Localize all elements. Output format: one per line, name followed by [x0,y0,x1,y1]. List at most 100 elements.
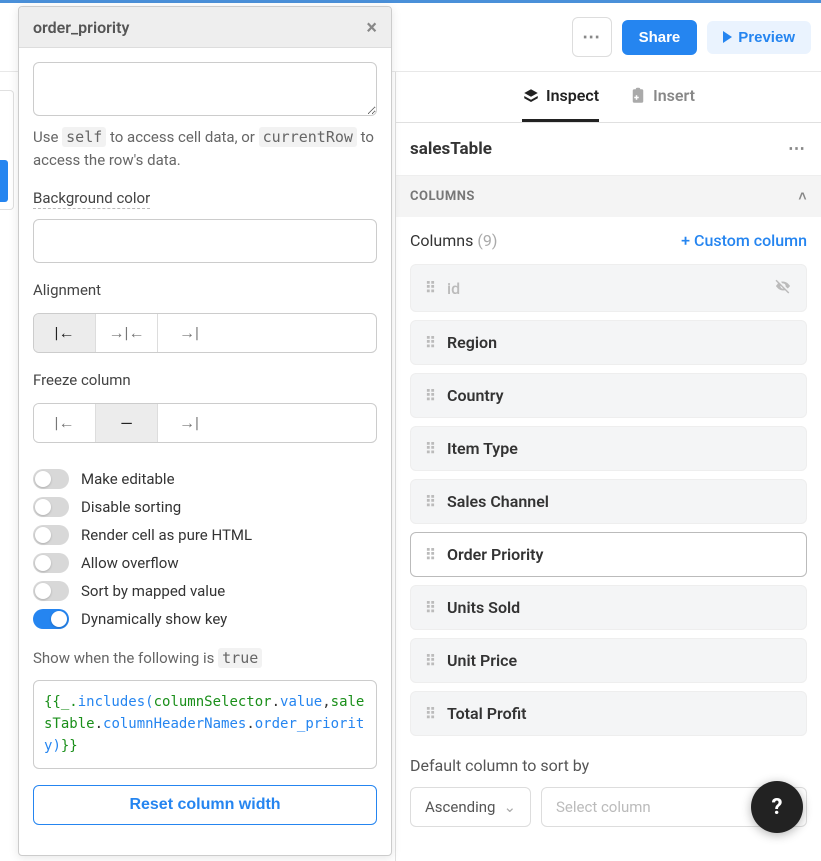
columns-title-row: Columns (9) + Custom column [410,231,807,250]
close-icon[interactable]: × [366,17,377,37]
help-bubble[interactable]: ? [751,781,803,833]
helper-mid: to access cell data, or [106,128,258,146]
component-name: salesTable [410,139,492,159]
toggle-dyn-show-key[interactable] [33,609,69,629]
eye-off-icon[interactable] [774,277,792,299]
column-row[interactable]: ⠿ Unit Price [410,638,807,683]
sort-direction-value: Ascending [425,798,495,816]
column-label: Units Sold [447,598,520,617]
chevron-down-icon: ⌄ [503,798,516,816]
default-sort-label: Default column to sort by [410,756,807,775]
toggle-disable-sorting-row: Disable sorting [33,497,377,517]
drag-handle-icon[interactable]: ⠿ [425,652,435,670]
preview-label: Preview [738,29,795,46]
more-button[interactable]: ⋯ [572,17,612,57]
column-label: Region [447,333,497,352]
toggle-dyn-show-key-label: Dynamically show key [81,610,227,628]
helper-pre: Use [33,128,62,146]
toggle-allow-overflow-label: Allow overflow [81,554,179,572]
sort-controls: Ascending ⌄ Select column ⌄ [410,787,807,827]
column-label: Total Profit [447,704,527,723]
column-label: Sales Channel [447,492,549,511]
toggle-allow-overflow-row: Allow overflow [33,553,377,573]
column-row[interactable]: ⠿ Total Profit [410,691,807,736]
toggle-render-html-label: Render cell as pure HTML [81,526,252,544]
clipboard-plus-icon [629,87,647,105]
show-when-label: Show when the following is true [33,647,377,670]
column-label: Unit Price [447,651,517,670]
column-row[interactable]: ⠿ Sales Channel [410,479,807,524]
toggle-render-html[interactable] [33,525,69,545]
freeze-left[interactable]: |← [34,404,96,442]
column-row[interactable]: ⠿ id [410,264,807,312]
toggle-disable-sorting-label: Disable sorting [81,498,181,516]
popover-header: order_priority × [19,7,391,48]
toggle-make-editable-row: Make editable [33,469,377,489]
freeze-label: Freeze column [33,371,377,389]
toggle-make-editable-label: Make editable [81,470,175,488]
add-custom-column[interactable]: + Custom column [681,231,807,250]
column-row[interactable]: ⠿ Country [410,373,807,418]
sort-column-placeholder: Select column [556,798,651,816]
columns-label: Columns (9) [410,231,497,250]
drag-handle-icon[interactable]: ⠿ [425,440,435,458]
tab-inspect[interactable]: Inspect [522,86,599,122]
inspector-panel: Inspect Insert salesTable ⋯ COLUMNS ˄ Co… [395,72,821,861]
component-menu-icon[interactable]: ⋯ [788,139,807,159]
show-when-expression[interactable]: {{_.includes(columnSelector.value,salesT… [33,680,377,769]
chevron-up-icon: ˄ [798,188,807,205]
toggle-render-html-row: Render cell as pure HTML [33,525,377,545]
toggle-sort-mapped-label: Sort by mapped value [81,582,225,600]
popover-title: order_priority [33,18,129,37]
toggle-sort-mapped[interactable] [33,581,69,601]
toggle-disable-sorting[interactable] [33,497,69,517]
column-label: Order Priority [447,545,543,564]
layers-icon [522,87,540,105]
freeze-segmented: |← — →| [33,403,377,443]
column-label: id [447,279,460,298]
freeze-right[interactable]: →| [158,404,220,442]
column-row[interactable]: ⠿ Units Sold [410,585,807,630]
reset-column-width[interactable]: Reset column width [33,785,377,825]
drag-handle-icon[interactable]: ⠿ [425,493,435,511]
drag-handle-icon[interactable]: ⠿ [425,705,435,723]
align-left[interactable]: |← [34,314,96,352]
popover-body: Use self to access cell data, or current… [19,48,391,855]
toggle-dyn-show-key-row: Dynamically show key [33,609,377,629]
column-row[interactable]: ⠿ Order Priority [410,532,807,577]
code-currentRow: currentRow [259,127,357,147]
column-label: Country [447,386,504,405]
align-center[interactable]: →|← [96,314,158,352]
columns-body: Columns (9) + Custom column ⠿ id ⠿ Region ⠿ C… [396,217,821,861]
toggle-sort-mapped-row: Sort by mapped value [33,581,377,601]
tab-insert-label: Insert [653,86,695,105]
column-row[interactable]: ⠿ Region [410,320,807,365]
tab-insert[interactable]: Insert [629,86,695,122]
freeze-none[interactable]: — [96,404,158,442]
columns-count: (9) [477,231,497,250]
preview-button[interactable]: Preview [707,21,811,54]
alignment-segmented: |← →|← →| [33,313,377,353]
alignment-label: Alignment [33,281,377,299]
bg-label: Background color [33,189,377,209]
helper-text: Use self to access cell data, or current… [33,126,377,171]
section-columns-header[interactable]: COLUMNS ˄ [396,176,821,217]
drag-handle-icon[interactable]: ⠿ [425,334,435,352]
bg-color-input[interactable] [33,219,377,263]
cell-expression-input[interactable] [33,62,377,116]
component-title-row: salesTable ⋯ [396,123,821,176]
drag-handle-icon[interactable]: ⠿ [425,599,435,617]
align-right[interactable]: →| [158,314,220,352]
toggle-allow-overflow[interactable] [33,553,69,573]
tab-inspect-label: Inspect [546,86,599,105]
columns-word: Columns [410,231,473,250]
sort-direction-select[interactable]: Ascending ⌄ [410,787,531,827]
toggle-make-editable[interactable] [33,469,69,489]
column-settings-popover: order_priority × Use self to access cell… [18,6,392,856]
share-button[interactable]: Share [622,20,698,55]
column-row[interactable]: ⠿Item Type [410,426,807,471]
drag-handle-icon[interactable]: ⠿ [425,387,435,405]
code-true: true [218,648,262,668]
drag-handle-icon[interactable]: ⠿ [425,279,435,297]
drag-handle-icon[interactable]: ⠿ [425,546,435,564]
